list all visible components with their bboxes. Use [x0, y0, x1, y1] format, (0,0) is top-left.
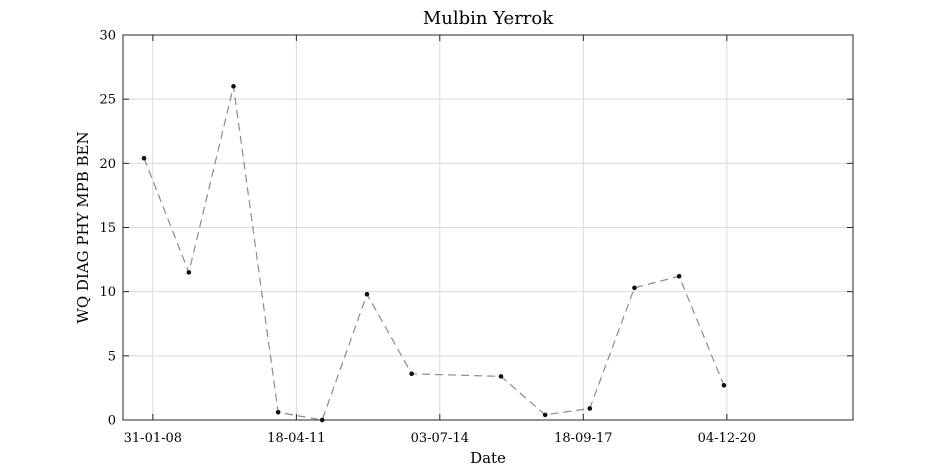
y-tick-label: 20: [99, 157, 116, 172]
data-point: [275, 410, 281, 415]
x-tick-label: 18-09-17: [554, 431, 612, 446]
data-point: [231, 84, 236, 89]
y-axis-label: WQ DIAG PHY MPB BEN: [74, 131, 92, 323]
data-point: [186, 270, 192, 275]
data-point: [676, 273, 682, 279]
y-tick-label: 30: [99, 29, 116, 44]
y-tick-label: 15: [99, 221, 116, 236]
data-point: [141, 155, 147, 161]
grid-lines: [123, 34, 853, 421]
x-tick-label: 03-07-14: [411, 431, 469, 446]
series-line: [143, 86, 725, 421]
data-point: [409, 371, 414, 377]
series-layer: [141, 84, 727, 423]
y-tick-label: 25: [99, 93, 116, 108]
axis-ticks: 0 5 10 15 20 25 30 31-01-08 18-04-11 03-07-14 18-0…: [99, 29, 853, 446]
data-point: [542, 412, 548, 418]
chart-title: Mulbin Yerrok: [423, 8, 554, 29]
data-point: [498, 374, 504, 379]
x-axis-label: Date: [470, 449, 506, 467]
data-point: [587, 406, 593, 411]
y-tick-label: 5: [108, 349, 116, 364]
x-tick-label: 04-12-20: [698, 431, 756, 446]
data-point: [364, 291, 370, 297]
data-point: [319, 417, 325, 423]
y-tick-label: 10: [99, 285, 116, 300]
y-tick-label: 0: [108, 414, 116, 429]
x-tick-label: 18-04-11: [267, 431, 325, 446]
data-point: [632, 285, 637, 291]
x-tick-label: 31-01-08: [124, 431, 182, 446]
data-point: [721, 383, 727, 388]
